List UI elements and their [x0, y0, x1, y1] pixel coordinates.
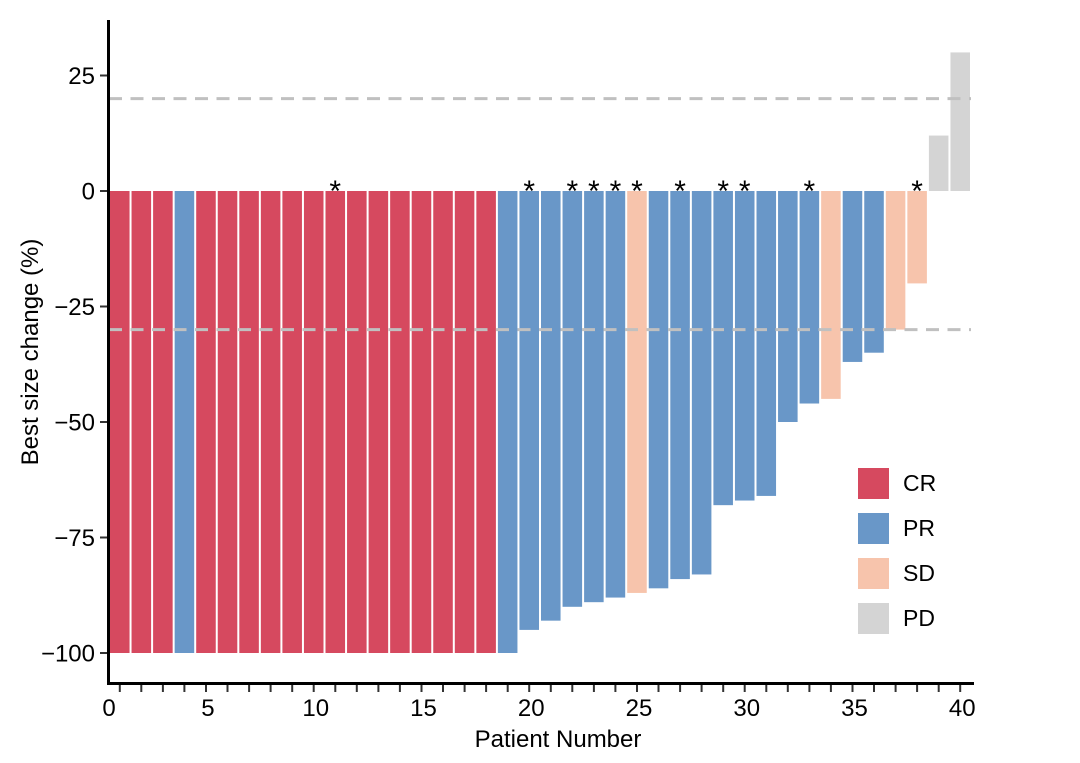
bar-patient-24 — [605, 191, 626, 598]
bar-patient-22 — [562, 191, 583, 607]
x-tick-label-25: 25 — [626, 695, 653, 722]
asterisk-patient-20: * — [523, 175, 535, 208]
bar-patient-7 — [239, 191, 259, 653]
legend-swatch-pd — [858, 603, 889, 634]
bar-patient-8 — [260, 191, 281, 653]
bar-patient-12 — [347, 191, 367, 653]
bar-patient-13 — [368, 191, 389, 653]
asterisk-patient-24: * — [610, 175, 622, 208]
bar-patient-26 — [648, 191, 669, 589]
bar-patient-31 — [756, 191, 777, 496]
y-tick-label--75: −75 — [54, 525, 95, 552]
asterisk-patient-25: * — [631, 175, 643, 208]
bar-patient-20 — [519, 191, 539, 630]
bar-patient-30 — [734, 191, 755, 501]
legend-swatch-pr — [858, 513, 889, 544]
legend: CR PR SD PD — [858, 468, 936, 634]
asterisk-patient-30: * — [739, 175, 751, 208]
bar-patient-9 — [282, 191, 302, 653]
bar-patient-10 — [303, 191, 324, 653]
bar-patient-29 — [713, 191, 733, 506]
legend-label-pr: PR — [903, 515, 935, 541]
bar-patient-35 — [842, 191, 863, 362]
bar-patient-19 — [497, 191, 518, 653]
bar-patient-38 — [907, 191, 927, 284]
bar-patient-32 — [778, 191, 798, 422]
y-axis-title: Best size change (%) — [17, 238, 44, 466]
x-tick-label-0: 0 — [102, 695, 115, 722]
bar-patient-15 — [411, 191, 432, 653]
x-tick-label-20: 20 — [518, 695, 545, 722]
legend-swatch-sd — [858, 558, 889, 589]
bar-patient-36 — [864, 191, 884, 353]
bar-patient-33 — [799, 191, 820, 404]
bar-patient-27 — [670, 191, 690, 580]
bar-patient-37 — [885, 191, 906, 330]
x-tick-label-5: 5 — [201, 695, 214, 722]
y-tick-label-25: 25 — [68, 63, 95, 90]
legend-label-sd: SD — [903, 560, 935, 586]
bar-patient-17 — [454, 191, 475, 653]
legend-label-pd: PD — [903, 605, 935, 631]
bar-patient-25 — [627, 191, 647, 593]
asterisk-patient-11: * — [329, 175, 341, 208]
bar-patient-3 — [153, 191, 173, 653]
y-tick-label-0: 0 — [82, 179, 95, 206]
asterisk-patient-38: * — [911, 175, 923, 208]
bar-patient-2 — [131, 191, 152, 653]
bar-patient-1 — [110, 191, 130, 653]
x-tick-label-30: 30 — [733, 695, 760, 722]
bar-patient-18 — [476, 191, 496, 653]
x-tick-label-15: 15 — [410, 695, 437, 722]
bar-patient-40 — [950, 52, 970, 192]
asterisk-patient-29: * — [717, 175, 729, 208]
bar-patient-34 — [821, 191, 841, 399]
legend-swatch-cr — [858, 468, 889, 499]
legend-item-pr: PR — [858, 513, 936, 544]
asterisk-patient-33: * — [804, 175, 816, 208]
y-tick-label--50: −50 — [54, 410, 95, 437]
asterisk-patient-22: * — [566, 175, 578, 208]
legend-item-pd: PD — [858, 603, 936, 634]
bar-patient-16 — [433, 191, 453, 653]
legend-item-sd: SD — [858, 558, 936, 589]
bar-patient-11 — [325, 191, 346, 653]
asterisk-patient-27: * — [674, 175, 686, 208]
bar-patient-6 — [217, 191, 238, 653]
bar-patient-14 — [390, 191, 410, 653]
legend-item-cr: CR — [858, 468, 936, 499]
x-tick-label-40: 40 — [949, 695, 976, 722]
asterisk-patient-23: * — [588, 175, 600, 208]
x-tick-label-35: 35 — [841, 695, 868, 722]
bar-patient-28 — [691, 191, 712, 575]
bar-patient-39 — [928, 135, 949, 191]
bar-patient-23 — [584, 191, 604, 603]
bar-patient-5 — [196, 191, 216, 653]
bar-patient-21 — [541, 191, 561, 621]
bar-patient-4 — [174, 191, 195, 653]
y-tick-label--25: −25 — [54, 294, 95, 321]
x-tick-label-10: 10 — [302, 695, 329, 722]
y-tick-label--100: −100 — [41, 641, 95, 668]
x-axis-title: Patient Number — [474, 726, 642, 753]
legend-label-cr: CR — [903, 470, 937, 496]
